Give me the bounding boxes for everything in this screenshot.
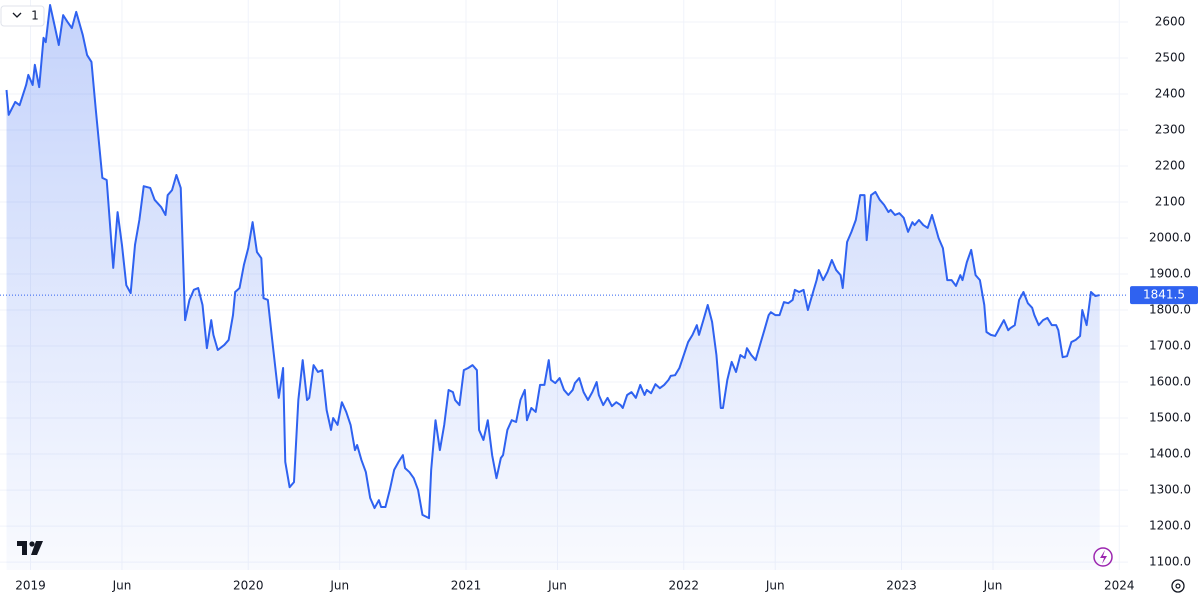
interval-box[interactable] <box>0 5 45 27</box>
x-tick-label: Jun <box>547 579 567 593</box>
x-tick-label: 2019 <box>15 579 46 593</box>
y-tick-label: 2500 <box>1155 50 1186 64</box>
gear[interactable] <box>1171 579 1185 593</box>
y-tick-label: 1300.0 <box>1149 483 1191 497</box>
y-tick-label: 1200.0 <box>1149 519 1191 533</box>
chevron <box>12 12 22 18</box>
logo <box>17 541 43 555</box>
x-tick-label: 2020 <box>233 579 264 593</box>
y-tick-label: 1100.0 <box>1149 555 1191 569</box>
y-tick-label: 1700.0 <box>1149 339 1191 353</box>
logo-part <box>22 541 27 555</box>
bolt <box>1100 550 1107 564</box>
y-tick-label: 1500.0 <box>1149 411 1191 425</box>
logo-part <box>31 541 43 555</box>
last-price-box <box>1130 286 1198 305</box>
plot <box>0 4 1128 571</box>
x-tick-label: 2021 <box>451 579 482 593</box>
interval-button[interactable]: 1 <box>0 5 45 27</box>
last-price-label: 1841.5 <box>1143 288 1185 302</box>
y-tick-label: 2000.0 <box>1149 231 1191 245</box>
price-line <box>5 4 1100 520</box>
logo-part <box>29 541 35 547</box>
x-tick-label: 2022 <box>668 579 699 593</box>
x-tick-label: Jun <box>112 579 132 593</box>
x-tick-label: 2023 <box>886 579 917 593</box>
y-tick-label: 1800.0 <box>1149 303 1191 317</box>
y-tick-label: 1600.0 <box>1149 375 1191 389</box>
y-tick-label: 2200 <box>1155 158 1186 172</box>
y-tick-label: 2100 <box>1155 195 1186 209</box>
y-tick-label: 2300 <box>1155 122 1186 136</box>
axes: 1100.0 1200.0 1300.0 1400.0 1500.0 1600.0 1700… <box>15 14 1198 593</box>
bolt-icon[interactable] <box>1093 547 1113 567</box>
x-tick-label: Jun <box>765 579 785 593</box>
gear-center <box>1175 583 1181 589</box>
y-tick-label: 1400.0 <box>1149 447 1191 461</box>
x-tick-label: Jun <box>329 579 349 593</box>
y-tick-label: 2400 <box>1155 86 1186 100</box>
settings-icon[interactable] <box>1171 579 1185 593</box>
interval-label[interactable]: 1 <box>31 9 39 23</box>
bolt-circle[interactable] <box>1093 547 1113 567</box>
x-tick-label: 2024 <box>1104 579 1135 593</box>
area <box>6 5 1100 571</box>
x-tick-label: Jun <box>983 579 1003 593</box>
y-tick-label: 1900.0 <box>1149 267 1191 281</box>
y-tick-label: 2600 <box>1155 14 1186 28</box>
